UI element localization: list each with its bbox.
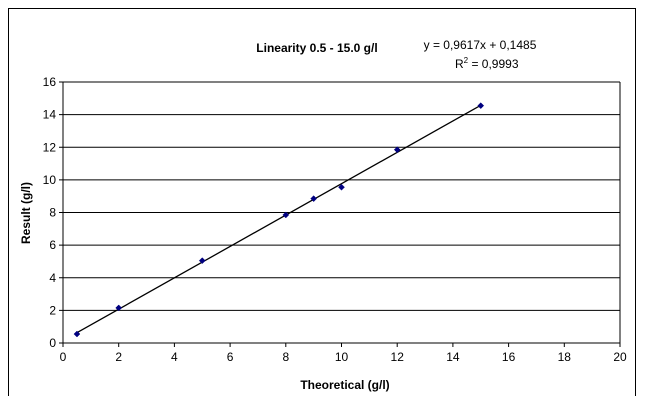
y-tick-label: 2 <box>49 303 56 317</box>
x-tick-label: 10 <box>335 350 349 364</box>
x-tick-label: 0 <box>60 350 67 364</box>
data-point <box>477 102 485 110</box>
r-squared-value: = 0,9993 <box>468 57 519 71</box>
x-tick-label: 6 <box>227 350 234 364</box>
data-point <box>393 146 401 154</box>
data-point <box>338 183 345 191</box>
data-point <box>282 211 290 219</box>
data-point <box>198 257 206 264</box>
y-tick-label: 6 <box>49 238 56 252</box>
y-tick-label: 14 <box>43 108 57 122</box>
x-tick-label: 18 <box>558 350 572 364</box>
r-squared-label: R2 = 0,9993 <box>455 56 519 71</box>
x-tick-label: 4 <box>171 350 178 364</box>
y-tick-label: 0 <box>49 336 56 350</box>
y-tick-label: 10 <box>43 173 57 187</box>
chart-frame <box>8 8 636 396</box>
y-tick-label: 12 <box>43 140 57 154</box>
y-axis-title: Result (g/l) <box>19 182 33 244</box>
trendline <box>76 104 482 334</box>
y-tick-label: 4 <box>49 271 56 285</box>
chart-title: Linearity 0.5 - 15.0 g/l <box>256 41 377 55</box>
x-tick-label: 14 <box>446 350 460 364</box>
plot-area: 0 2 4 6 8 10 12 14 16 0 2 4 6 8 10 12 14 16 18 20 <box>43 75 627 364</box>
x-axis-title: Theoretical (g/l) <box>300 378 389 392</box>
r-squared-symbol: R <box>455 57 464 71</box>
x-tick-label: 16 <box>502 350 516 364</box>
data-point <box>310 195 318 202</box>
x-tick-label: 12 <box>391 350 405 364</box>
data-point <box>115 304 123 312</box>
y-tick-label: 16 <box>43 75 57 89</box>
x-tick-label: 20 <box>613 350 627 364</box>
r-squared-exponent: 2 <box>464 56 469 65</box>
x-tick-label: 8 <box>282 350 289 364</box>
x-tick-label: 2 <box>115 350 122 364</box>
y-tick-label: 8 <box>49 206 56 220</box>
data-point <box>73 330 81 338</box>
trendline-equation: y = 0,9617x + 0,1485 <box>424 38 537 52</box>
